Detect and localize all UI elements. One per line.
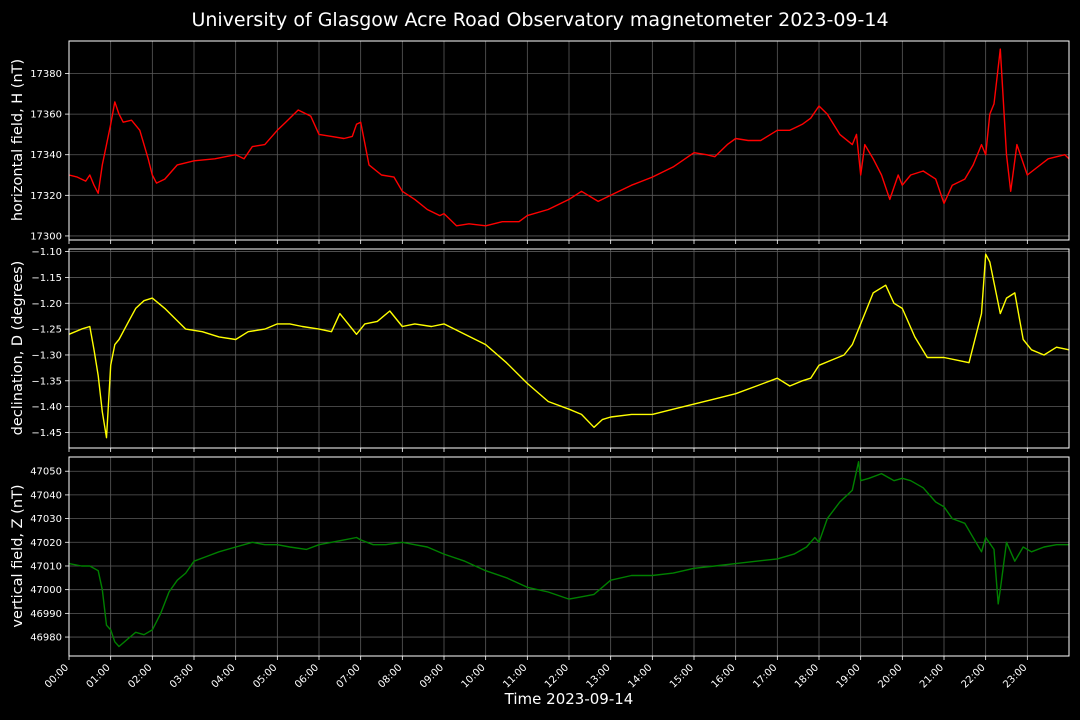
d-panel-ytick-label: −1.30 xyxy=(31,350,62,361)
h-panel-ytick-label: 17360 xyxy=(30,110,62,121)
d-panel-series-line xyxy=(68,253,1070,439)
z-panel-ytick-label: 46980 xyxy=(30,633,62,644)
z-panel-ytick-label: 47010 xyxy=(30,561,62,572)
x-tick-label: 10:00 xyxy=(460,662,488,690)
h-panel-series-line xyxy=(68,48,1070,227)
z-panel-ytick-label: 47020 xyxy=(30,538,62,549)
x-tick-label: 02:00 xyxy=(126,662,154,690)
x-tick-label: 11:00 xyxy=(501,662,529,690)
x-tick-label: 20:00 xyxy=(876,662,904,690)
z-panel-ytick-label: 47030 xyxy=(30,514,62,525)
x-tick-label: 05:00 xyxy=(251,662,279,690)
x-tick-label: 17:00 xyxy=(751,662,779,690)
z-panel-frame xyxy=(68,456,1070,657)
x-tick-label: 07:00 xyxy=(335,662,363,690)
z-panel-ytick-label: 47050 xyxy=(30,467,62,478)
z-panel-ytick-label: 47000 xyxy=(30,585,62,596)
x-tick-label: 12:00 xyxy=(543,662,571,690)
x-tick-label: 22:00 xyxy=(960,662,988,690)
chart-title: University of Glasgow Acre Road Observat… xyxy=(191,9,889,31)
x-tick-label: 09:00 xyxy=(418,662,446,690)
x-tick-label: 08:00 xyxy=(376,662,404,690)
x-tick-label: 00:00 xyxy=(43,662,71,690)
h-panel-ytick-label: 17340 xyxy=(30,150,62,161)
d-panel-ytick-label: −1.25 xyxy=(31,325,62,336)
x-tick-label: 04:00 xyxy=(210,662,238,690)
h-panel-ytick-label: 17300 xyxy=(30,231,62,242)
h-panel-ytick-label: 17380 xyxy=(30,69,62,80)
x-tick-label: 06:00 xyxy=(293,662,321,690)
x-tick-label: 19:00 xyxy=(835,662,863,690)
d-panel-ytick-label: −1.35 xyxy=(31,376,62,387)
d-panel-ytick-label: −1.10 xyxy=(31,247,62,258)
z-panel-ytick-label: 47040 xyxy=(30,490,62,501)
x-tick-label: 15:00 xyxy=(668,662,696,690)
d-panel-frame xyxy=(68,248,1070,449)
x-tick-label: 18:00 xyxy=(793,662,821,690)
d-panel-ytick-label: −1.40 xyxy=(31,402,62,413)
x-tick-label: 01:00 xyxy=(85,662,113,690)
x-tick-label: 21:00 xyxy=(918,662,946,690)
d-panel-ytick-label: −1.45 xyxy=(31,428,62,439)
d-panel-ytick-label: −1.20 xyxy=(31,299,62,310)
x-tick-label: 13:00 xyxy=(585,662,613,690)
x-tick-label: 16:00 xyxy=(710,662,738,690)
z-panel-ytick-label: 46990 xyxy=(30,609,62,620)
h-panel-ytick-label: 17320 xyxy=(30,191,62,202)
x-tick-label: 23:00 xyxy=(1001,662,1029,690)
x-tick-label: 14:00 xyxy=(626,662,654,690)
d-panel-ytick-label: −1.15 xyxy=(31,273,62,284)
h-panel-frame xyxy=(68,40,1070,241)
x-axis-label: Time 2023-09-14 xyxy=(504,690,634,708)
z-panel-series-line xyxy=(68,461,1069,648)
x-tick-label: 03:00 xyxy=(168,662,196,690)
